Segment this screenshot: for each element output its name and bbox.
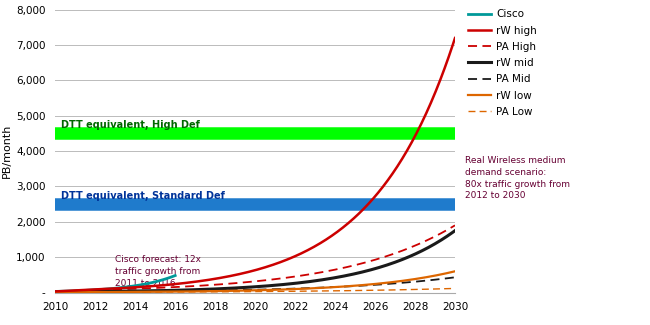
Legend: Cisco, rW high, PA High, rW mid, PA Mid, rW low, PA Low: Cisco, rW high, PA High, rW mid, PA Mid,… (468, 9, 537, 117)
Text: Real Wireless medium
demand scenario:
80x traffic growth from
2012 to 2030: Real Wireless medium demand scenario: 80… (465, 156, 570, 201)
Y-axis label: PB/month: PB/month (2, 124, 12, 178)
Text: Cisco forecast: 12x
traffic growth from
2011 to 2016: Cisco forecast: 12x traffic growth from … (115, 255, 202, 288)
Text: DTT equivalent, High Def: DTT equivalent, High Def (61, 120, 200, 130)
Text: DTT equivalent, Standard Def: DTT equivalent, Standard Def (61, 191, 225, 201)
